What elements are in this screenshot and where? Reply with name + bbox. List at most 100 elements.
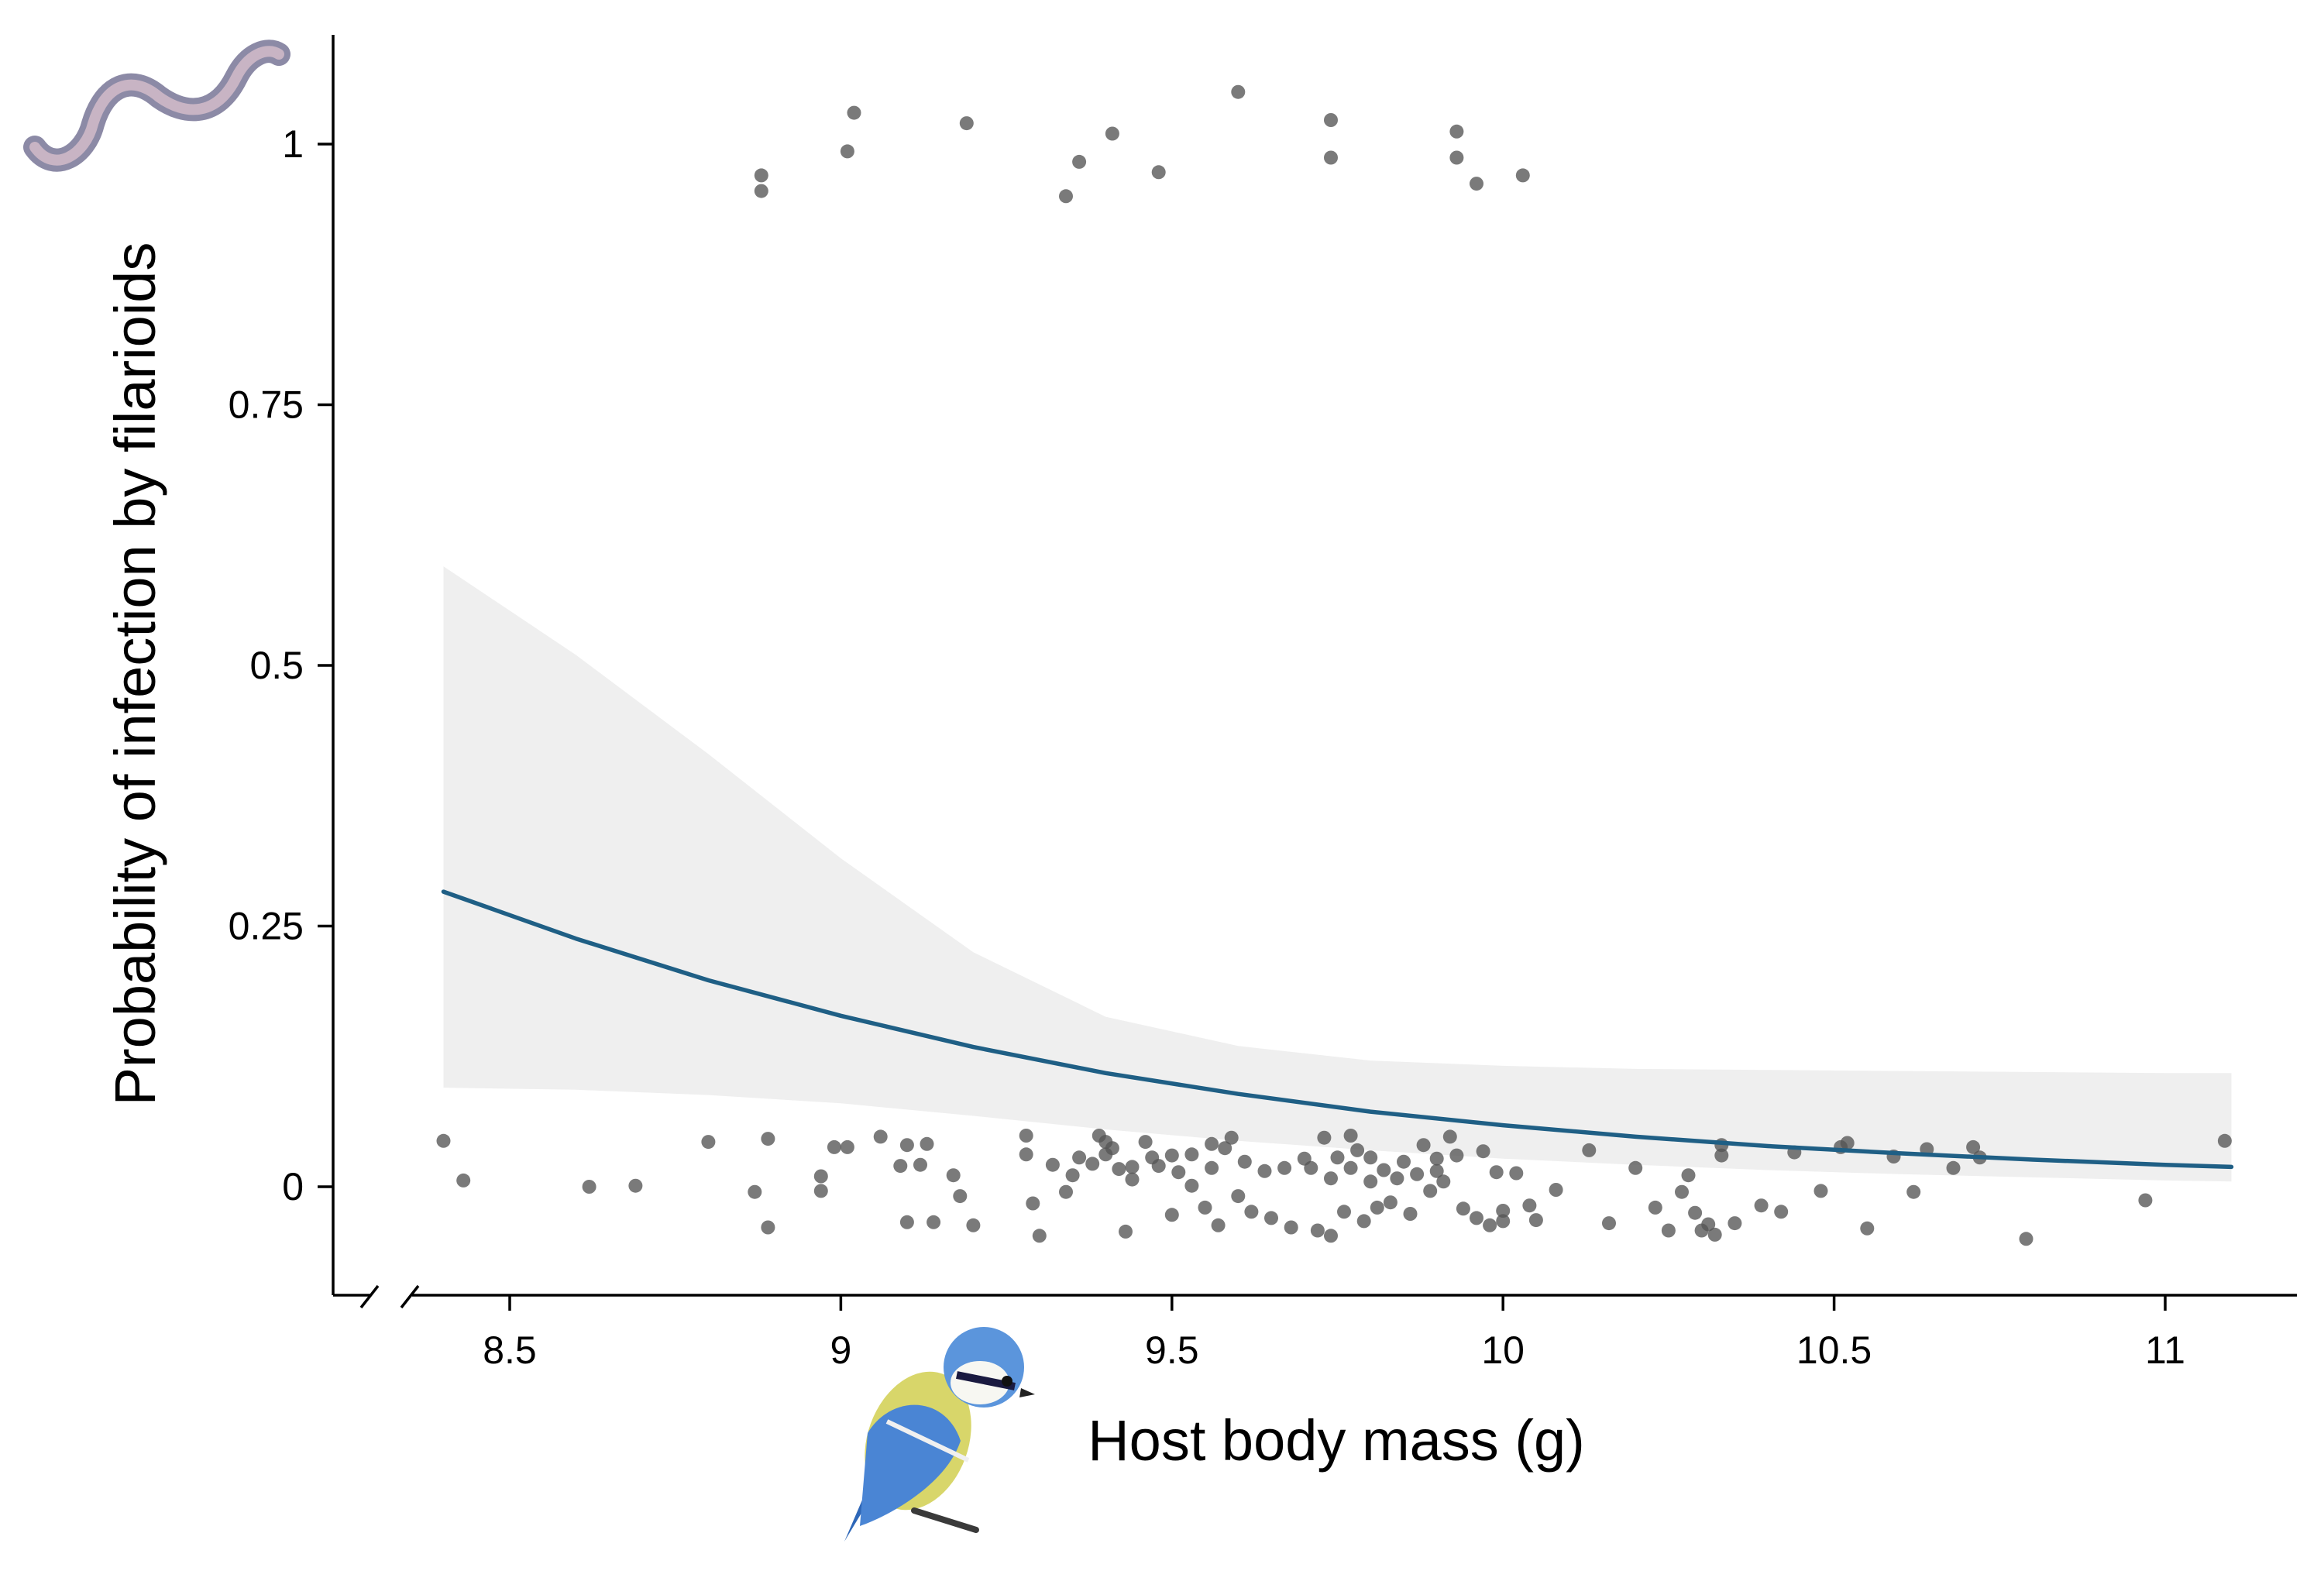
x-axis-title: Host body mass (g): [1088, 1408, 1585, 1473]
data-point-uninfected: [1205, 1136, 1219, 1151]
data-point-uninfected: [840, 1139, 854, 1154]
data-point-uninfected: [1456, 1201, 1470, 1216]
data-point-uninfected: [582, 1180, 596, 1194]
data-point-uninfected: [1164, 1148, 1179, 1163]
data-point-uninfected: [1840, 1136, 1855, 1150]
data-point-uninfected: [761, 1220, 775, 1235]
data-point-uninfected: [927, 1215, 941, 1229]
data-point-uninfected: [813, 1169, 828, 1184]
x-axis-break-mark: [400, 1284, 420, 1309]
data-point-uninfected: [1304, 1160, 1318, 1175]
data-point-uninfected: [1906, 1184, 1921, 1199]
data-point-uninfected: [1602, 1216, 1616, 1231]
data-point-infected: [1449, 124, 1464, 139]
data-point-uninfected: [1231, 1189, 1246, 1204]
data-point-uninfected: [1390, 1171, 1404, 1186]
data-point-uninfected: [2217, 1133, 2232, 1148]
data-point-uninfected: [1065, 1168, 1080, 1183]
x-tick-label: 8.5: [483, 1328, 537, 1372]
data-point-uninfected: [456, 1173, 471, 1188]
data-point-uninfected: [1449, 1148, 1464, 1163]
y-tick-label: 1: [282, 122, 304, 166]
data-point-uninfected: [1377, 1163, 1391, 1177]
data-point-uninfected: [946, 1168, 961, 1183]
data-point-uninfected: [761, 1132, 775, 1146]
blue-tit-bird-icon: [844, 1327, 1035, 1542]
data-point-infected: [1231, 84, 1246, 99]
data-point-uninfected: [1184, 1178, 1199, 1193]
data-point-uninfected: [1019, 1147, 1033, 1162]
data-point-uninfected: [1483, 1218, 1497, 1232]
data-point-uninfected: [1688, 1205, 1703, 1220]
data-point-infected: [959, 116, 974, 131]
data-point-uninfected: [2019, 1232, 2033, 1246]
fitted-curve: [441, 889, 2234, 1170]
data-point-uninfected: [1383, 1195, 1397, 1210]
data-point-uninfected: [1681, 1168, 1696, 1183]
data-point-uninfected: [1754, 1198, 1769, 1213]
data-point-uninfected: [1363, 1174, 1378, 1189]
data-point-uninfected: [1105, 1141, 1119, 1156]
data-point-uninfected: [1244, 1205, 1259, 1219]
data-point-uninfected: [1728, 1216, 1742, 1231]
data-point-uninfected: [1138, 1135, 1153, 1150]
data-point-uninfected: [1184, 1147, 1199, 1162]
x-tick-label: 10: [1481, 1328, 1525, 1372]
y-tick-label: 0.75: [229, 383, 304, 427]
data-point-uninfected: [748, 1184, 762, 1199]
data-point-infected: [754, 168, 768, 183]
data-point-uninfected: [1205, 1160, 1219, 1175]
data-point-uninfected: [1410, 1167, 1425, 1181]
data-point-uninfected: [1470, 1211, 1483, 1225]
data-point-uninfected: [1549, 1183, 1563, 1197]
x-tick-label: 9.5: [1145, 1328, 1199, 1372]
data-point-uninfected: [2138, 1193, 2153, 1208]
data-point-uninfected: [1310, 1223, 1325, 1238]
data-point-infected: [754, 184, 768, 198]
data-point-uninfected: [1489, 1165, 1504, 1180]
y-axis-title: Probability of infection by filarioids: [103, 242, 167, 1106]
data-point-uninfected: [1019, 1129, 1033, 1143]
confidence-band: [443, 566, 2232, 1182]
worm-icon: [23, 40, 290, 172]
data-point-uninfected: [893, 1159, 908, 1174]
data-point-uninfected: [1125, 1160, 1140, 1174]
data-point-infected: [1515, 168, 1530, 183]
data-point-uninfected: [1343, 1129, 1358, 1143]
data-point-uninfected: [1277, 1160, 1292, 1175]
data-point-uninfected: [1416, 1138, 1431, 1153]
data-point-uninfected: [1522, 1198, 1537, 1213]
y-tick-label: 0: [282, 1165, 304, 1208]
data-point-uninfected: [1072, 1150, 1087, 1165]
data-point-uninfected: [1701, 1217, 1716, 1232]
data-point-uninfected: [1496, 1204, 1511, 1218]
data-point-uninfected: [1429, 1164, 1444, 1178]
data-point-uninfected: [953, 1189, 968, 1204]
data-point-uninfected: [1284, 1220, 1298, 1235]
data-point-infected: [1059, 189, 1073, 204]
data-point-uninfected: [1648, 1200, 1662, 1215]
data-point-uninfected: [1628, 1160, 1643, 1175]
data-point-uninfected: [1224, 1130, 1239, 1145]
data-point-uninfected: [899, 1138, 914, 1153]
data-point-uninfected: [1218, 1141, 1232, 1156]
data-point-uninfected: [1661, 1223, 1676, 1238]
data-point-uninfected: [1946, 1160, 1961, 1175]
y-tick-label: 0.5: [249, 644, 304, 687]
data-point-uninfected: [628, 1178, 643, 1193]
data-point-uninfected: [1211, 1218, 1226, 1232]
data-point-uninfected: [1442, 1129, 1457, 1144]
data-point-uninfected: [1198, 1200, 1212, 1215]
data-point-uninfected: [966, 1218, 981, 1232]
data-point-uninfected: [1164, 1208, 1179, 1222]
data-point-uninfected: [1045, 1157, 1060, 1172]
data-point-uninfected: [827, 1139, 841, 1154]
data-point-uninfected: [436, 1133, 451, 1148]
data-point-uninfected: [1774, 1205, 1789, 1219]
x-tick-label: 9: [830, 1328, 851, 1372]
data-point-uninfected: [1423, 1184, 1438, 1198]
data-point-uninfected: [1356, 1214, 1371, 1229]
data-point-uninfected: [1496, 1214, 1511, 1229]
data-point-uninfected: [1330, 1150, 1345, 1165]
